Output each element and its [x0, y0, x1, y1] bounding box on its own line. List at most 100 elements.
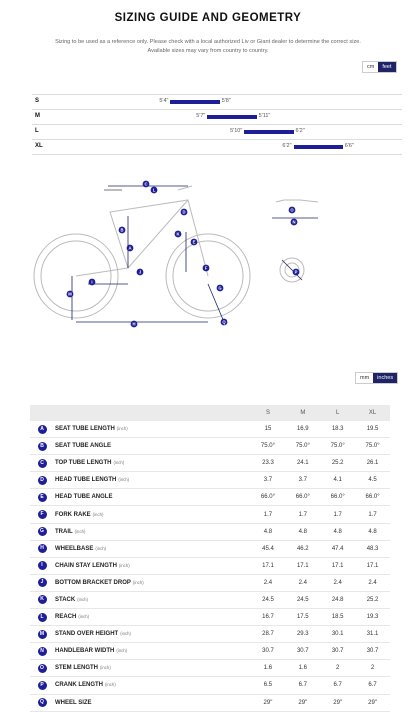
- row-unit: (inch): [78, 614, 90, 620]
- row-label: HEAD TUBE LENGTH (inch): [54, 471, 251, 490]
- row-letter: L: [37, 612, 47, 622]
- row-letter: G: [37, 527, 47, 537]
- unit-feet-button[interactable]: feet: [378, 62, 396, 72]
- unit-mm-button[interactable]: mm: [360, 375, 370, 381]
- row-value: 66.0°: [355, 488, 390, 507]
- geometry-row: I CHAIN STAY LENGTH (inch) 17.1 17.1 17.1 17.1: [30, 557, 390, 575]
- diagram-marker-letter: M: [68, 292, 72, 297]
- row-unit: (inch): [77, 596, 88, 602]
- row-label-text: WHEEL SIZE: [55, 699, 92, 706]
- geo-unit-toggle: mm inches: [355, 372, 399, 384]
- row-label: STEM LENGTH (inch): [54, 659, 251, 678]
- row-value: 30.7: [250, 642, 286, 661]
- row-label: TOP TUBE LENGTH (inch): [54, 454, 251, 473]
- diagram-marker: [130, 320, 138, 328]
- row-unit: (inch): [113, 460, 125, 466]
- geometry-row: F FORK RAKE (inch) 1.7 1.7 1.7 1.7: [30, 505, 390, 524]
- row-unit: (inch): [92, 511, 104, 517]
- row-label-text: BOTTOM BRACKET DROP: [55, 579, 131, 586]
- row-value: 26.1: [355, 454, 390, 473]
- diagram-marker: [202, 264, 210, 272]
- row-label: CHAIN STAY LENGTH (inch): [54, 557, 251, 575]
- size-max-height: 5'11": [258, 113, 271, 119]
- row-label-text: TOP TUBE LENGTH: [55, 460, 112, 467]
- row-value: 18.5: [320, 608, 356, 627]
- row-letter: B: [37, 441, 47, 451]
- row-value: 15: [250, 421, 286, 439]
- row-label-text: STEM LENGTH: [55, 665, 98, 672]
- header-badge: [30, 405, 54, 421]
- row-letter: E: [37, 492, 47, 502]
- geometry-row: A SEAT TUBE LENGTH (inch) 15 16.9 18.3 19.5: [30, 421, 390, 439]
- size-range-bar: [207, 115, 257, 119]
- size-min-height: 6'2": [282, 143, 292, 149]
- row-badge: K: [30, 591, 54, 610]
- page-subtitle: Sizing to be used as a reference only. P…: [30, 38, 386, 56]
- diagram-marker: [288, 206, 296, 214]
- row-badge: M: [30, 625, 54, 644]
- row-value: 29": [320, 694, 356, 712]
- size-label: M: [35, 113, 40, 119]
- row-value: 2.4: [250, 574, 286, 592]
- row-badge: G: [30, 523, 54, 541]
- row-label-text: FORK RAKE: [55, 511, 91, 518]
- row-value: 17.1: [320, 557, 356, 575]
- geometry-row: L REACH (inch) 16.7 17.5 18.5 19.3: [30, 608, 390, 627]
- row-unit: (inch): [118, 562, 130, 568]
- size-label: XL: [35, 143, 43, 149]
- geometry-row: M STAND OVER HEIGHT (inch) 28.7 29.3 30.1 31.1: [30, 625, 390, 644]
- frame-icon: [75, 199, 209, 277]
- row-badge: I: [30, 557, 54, 575]
- diagram-marker-letter: I: [91, 280, 92, 285]
- chainring-icon: [279, 257, 305, 283]
- unit-cm-button[interactable]: cm: [367, 64, 375, 70]
- size-max-height: 5'8": [221, 98, 231, 104]
- row-value: 2.4: [320, 574, 356, 592]
- row-value: 1.6: [250, 659, 286, 678]
- row-letter: P: [37, 680, 47, 690]
- row-value: 31.1: [355, 625, 390, 644]
- row-value: 66.0°: [250, 488, 286, 507]
- row-label-text: HANDLEBAR WIDTH: [55, 648, 115, 655]
- row-value: 29": [285, 694, 321, 712]
- diagram-marker-letter: P: [295, 270, 298, 275]
- row-value: 2.4: [285, 574, 321, 592]
- diagram-marker: [126, 244, 134, 252]
- row-value: 2: [355, 659, 390, 678]
- row-letter: J: [37, 578, 47, 588]
- row-label: STAND OVER HEIGHT (inch): [54, 625, 251, 644]
- size-range-bar: [170, 100, 220, 104]
- row-badge: O: [30, 659, 54, 678]
- diagram-marker: [220, 318, 228, 326]
- row-letter: N: [37, 646, 47, 656]
- size-min-height: 5'7": [196, 113, 206, 119]
- diagram-marker-letter: K: [176, 232, 179, 237]
- row-value: 46.2: [285, 540, 321, 558]
- row-value: 3.7: [285, 471, 321, 490]
- diagram-marker-letter: H: [132, 322, 135, 327]
- row-label-text: CHAIN STAY LENGTH: [55, 562, 117, 569]
- header-size-xl: XL: [355, 405, 390, 421]
- handlebar-icon: [275, 199, 319, 203]
- row-value: 17.1: [285, 557, 321, 575]
- row-label-text: SEAT TUBE LENGTH: [55, 426, 115, 433]
- header-size-m: M: [285, 405, 321, 421]
- size-chart: S 5'4" 5'8" M 5'7" 5'11" L 5'10" 6'2" XL 6'2" 6'6": [32, 94, 402, 155]
- diagram-marker: [290, 218, 298, 226]
- row-letter: H: [37, 544, 47, 554]
- diagram-marker: [292, 268, 300, 276]
- row-value: 4.8: [355, 523, 390, 541]
- row-value: 24.5: [250, 591, 286, 610]
- row-label: REACH (inch): [54, 608, 251, 627]
- diagram-marker: [118, 226, 126, 234]
- row-value: 1.7: [355, 505, 390, 524]
- diagram-marker-letter: N: [292, 220, 295, 225]
- unit-inches-button[interactable]: inches: [373, 373, 398, 383]
- row-badge: D: [30, 471, 54, 490]
- row-value: 17.1: [250, 557, 286, 575]
- bike-geometry-diagram: A B C D E F G H I J K L M N O P Q: [33, 180, 319, 328]
- diagram-marker-letter: O: [290, 208, 294, 213]
- subtitle-line-2: Available sizes may vary from country to…: [147, 48, 269, 54]
- row-label: WHEELBASE (inch): [54, 540, 251, 558]
- row-value: 29.3: [285, 625, 321, 644]
